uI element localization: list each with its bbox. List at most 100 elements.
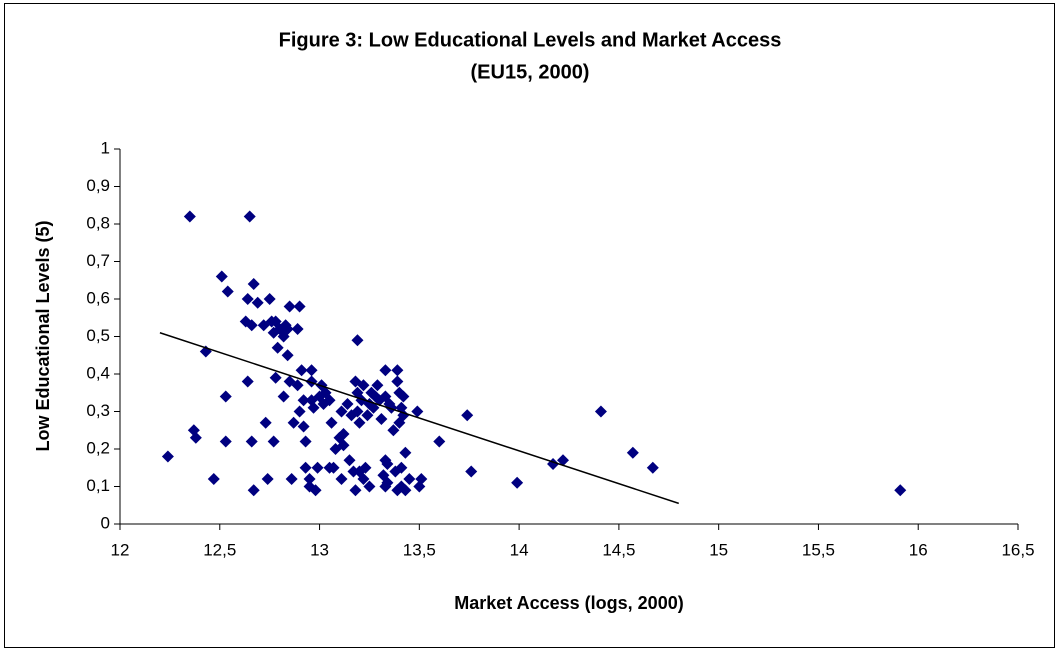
- y-tick-label: 0,3: [86, 401, 110, 420]
- point: [307, 401, 320, 414]
- point: [411, 405, 424, 418]
- point: [281, 323, 294, 335]
- point: [215, 270, 228, 283]
- x-axis-title: Market Access (logs, 2000): [454, 593, 683, 613]
- point: [251, 296, 264, 309]
- point: [375, 413, 388, 425]
- point: [391, 364, 404, 377]
- x-tick-label: 16,5: [1001, 540, 1034, 559]
- point: [283, 300, 296, 313]
- point: [259, 416, 272, 429]
- point: [367, 401, 380, 414]
- point: [247, 278, 260, 290]
- point: [285, 473, 298, 485]
- point: [357, 379, 370, 392]
- y-tick-label: 1: [101, 138, 110, 157]
- point: [361, 409, 374, 422]
- y-tick-label: 0,8: [86, 213, 110, 232]
- point: [261, 473, 274, 485]
- x-tick-label: 14: [510, 540, 529, 559]
- point: [281, 349, 294, 362]
- x-tick-label: 15,5: [802, 540, 835, 559]
- point: [646, 461, 659, 474]
- point: [245, 435, 258, 448]
- y-tick-label: 0,6: [86, 288, 110, 307]
- point: [293, 300, 306, 313]
- y-tick-label: 0,5: [86, 326, 110, 345]
- point: [243, 210, 256, 223]
- point: [353, 416, 366, 429]
- point: [351, 405, 364, 418]
- point: [594, 405, 607, 418]
- point: [247, 484, 260, 497]
- point: [299, 461, 312, 474]
- point: [325, 416, 338, 429]
- point: [245, 319, 258, 332]
- point: [341, 398, 354, 410]
- point: [189, 431, 202, 444]
- point: [363, 480, 376, 493]
- point: [337, 439, 350, 452]
- point: [351, 334, 364, 347]
- point: [381, 458, 394, 470]
- point: [303, 473, 316, 485]
- point: [379, 364, 392, 377]
- point: [511, 476, 524, 489]
- x-tick-label: 13: [310, 540, 329, 559]
- point: [327, 461, 340, 474]
- point: [291, 379, 304, 392]
- point: [433, 435, 446, 448]
- point: [323, 394, 336, 407]
- point: [399, 446, 412, 459]
- point: [381, 476, 394, 489]
- point: [465, 465, 478, 478]
- point: [371, 379, 384, 392]
- point: [295, 364, 308, 377]
- point: [335, 405, 348, 418]
- point: [557, 454, 570, 467]
- point: [399, 484, 412, 497]
- trend-line: [159, 332, 679, 505]
- chart-title: Figure 3: Low Educational Levels and Mar…: [279, 29, 782, 51]
- point: [391, 375, 404, 388]
- point: [305, 375, 318, 388]
- x-tick-label: 14,5: [602, 540, 635, 559]
- point: [219, 435, 232, 448]
- point: [267, 435, 280, 448]
- point: [183, 210, 196, 223]
- x-tick-label: 16: [909, 540, 928, 559]
- point: [397, 390, 410, 403]
- point: [277, 390, 290, 403]
- x-tick-label: 12: [111, 540, 130, 559]
- point: [297, 420, 310, 433]
- point: [305, 364, 318, 377]
- x-tick-label: 15: [709, 540, 728, 559]
- chart-border: [4, 3, 1055, 648]
- point: [291, 323, 304, 335]
- point: [461, 409, 474, 422]
- x-tick-label: 12,5: [203, 540, 236, 559]
- point: [311, 461, 324, 474]
- x-tick-label: 13,5: [403, 540, 436, 559]
- point: [241, 293, 254, 305]
- point: [293, 405, 306, 418]
- point: [271, 341, 284, 354]
- point: [161, 450, 174, 463]
- point: [894, 484, 907, 497]
- point: [337, 428, 350, 440]
- point: [343, 454, 356, 467]
- point: [395, 461, 408, 474]
- point: [415, 473, 428, 485]
- point: [241, 375, 254, 388]
- y-tick-label: 0,9: [86, 176, 110, 195]
- point: [349, 484, 362, 497]
- chart-subtitle: (EU15, 2000): [471, 61, 590, 83]
- point: [403, 473, 416, 485]
- y-tick-label: 0: [101, 513, 110, 532]
- point: [309, 484, 322, 497]
- point: [385, 401, 398, 414]
- y-tick-label: 0,2: [86, 438, 110, 457]
- y-tick-label: 0,1: [86, 476, 110, 495]
- point: [287, 416, 300, 429]
